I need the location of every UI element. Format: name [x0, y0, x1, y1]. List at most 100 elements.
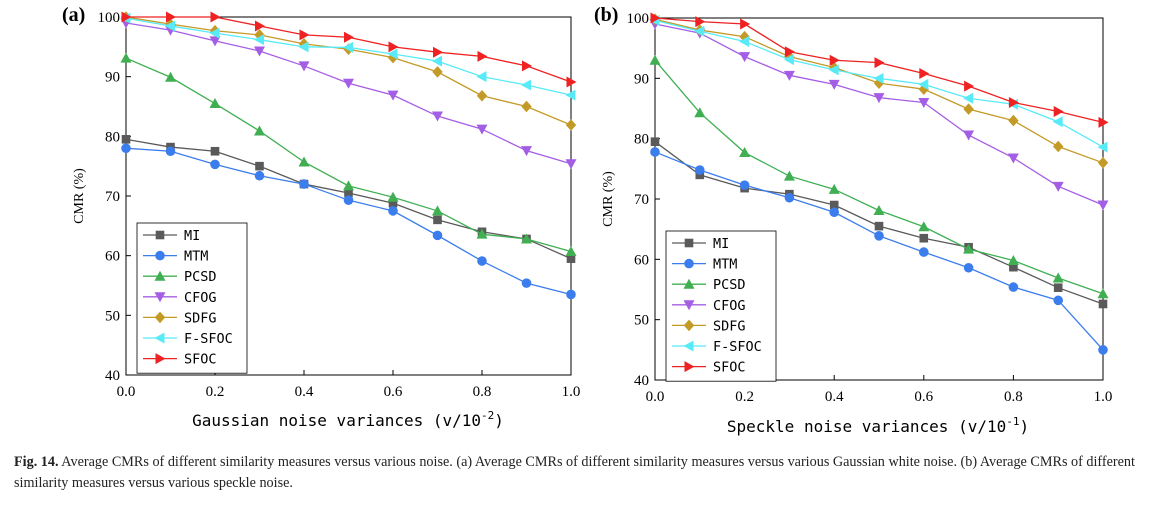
data-point — [476, 124, 488, 135]
data-point — [254, 46, 265, 57]
data-point — [121, 135, 131, 144]
data-point — [121, 11, 132, 23]
legend-label: F-SFOC — [713, 339, 762, 355]
data-point — [565, 89, 576, 101]
panel-label: (b) — [594, 4, 618, 26]
y-tick-label: 70 — [105, 189, 120, 205]
series-cfog — [120, 18, 577, 170]
data-point — [919, 247, 929, 257]
data-point — [387, 51, 399, 64]
data-point — [566, 76, 577, 88]
chart-panel-b: 0.0 0.2 0.4 0.6 0.8 1.0 40 50 60 70 80 90 100 (b) CMR … — [594, 4, 1112, 436]
legend-marker — [684, 258, 694, 269]
legend-marker — [154, 270, 166, 281]
data-point — [963, 243, 975, 254]
data-point — [829, 200, 839, 210]
data-point — [1008, 282, 1019, 292]
series-pcsd — [649, 54, 1109, 299]
data-point — [521, 278, 532, 288]
series-sdfg — [649, 13, 1109, 169]
y-tick-label: 40 — [634, 373, 649, 389]
data-point — [343, 195, 354, 205]
figure: 0.0 0.2 0.4 0.6 0.8 1.0 40 50 60 70 80 90 100 (a) CMR … — [62, 4, 1112, 436]
data-point — [1053, 106, 1064, 118]
series-sfoc — [121, 11, 577, 88]
data-point — [521, 146, 532, 157]
data-point — [165, 146, 176, 157]
data-point — [120, 52, 132, 63]
legend-box — [136, 222, 248, 374]
data-point — [874, 231, 884, 241]
series-mtm — [650, 147, 1108, 355]
data-point — [1009, 262, 1018, 272]
data-point — [695, 16, 706, 28]
data-point — [343, 180, 354, 191]
data-point — [829, 207, 839, 218]
data-point — [387, 48, 398, 60]
data-point — [874, 221, 884, 231]
legend: MI MTM PCSD CFOG SDFG F-SFOC SFOC — [665, 230, 777, 382]
data-point — [1097, 200, 1109, 211]
data-point — [255, 161, 264, 171]
data-point — [649, 54, 661, 65]
data-point — [1097, 141, 1108, 153]
y-tick-label: 90 — [105, 70, 120, 86]
data-point — [919, 233, 929, 243]
data-point — [1052, 181, 1064, 192]
data-point — [209, 27, 220, 39]
legend-marker — [154, 311, 166, 324]
y-tick-label: 50 — [634, 313, 649, 329]
data-point — [828, 64, 839, 76]
data-point — [783, 170, 795, 181]
caption-label: Fig. 14. — [14, 454, 59, 470]
data-point — [432, 66, 443, 78]
data-point — [874, 57, 885, 69]
data-point — [784, 46, 795, 58]
y-tick-label: 60 — [105, 249, 120, 265]
data-point — [298, 41, 309, 53]
series-sfoc — [650, 12, 1109, 128]
y-tick-label: 50 — [105, 308, 120, 324]
legend-label: MTM — [184, 249, 208, 265]
data-point — [1007, 255, 1019, 266]
legend-label: PCSD — [713, 277, 746, 293]
data-point — [299, 29, 310, 41]
data-point — [476, 89, 488, 102]
figure-caption: Fig. 14. Average CMRs of different simil… — [14, 452, 1164, 494]
y-tick-label: 70 — [634, 192, 649, 208]
data-point — [739, 36, 750, 48]
data-point — [1007, 153, 1019, 164]
x-tick-label: 0.4 — [825, 389, 844, 405]
x-tick-label: 0.0 — [117, 384, 136, 400]
data-point — [343, 78, 354, 89]
x-tick-label: 0.8 — [1004, 389, 1023, 405]
data-point — [121, 143, 131, 154]
data-point — [650, 12, 661, 24]
data-point — [254, 170, 265, 181]
legend-marker — [154, 292, 166, 303]
data-point — [343, 41, 353, 53]
data-point — [873, 72, 884, 84]
data-point — [522, 60, 532, 72]
data-point — [918, 83, 929, 95]
data-point — [1098, 299, 1108, 309]
data-point — [166, 11, 176, 23]
data-point — [963, 130, 975, 141]
series-mtm — [121, 143, 576, 300]
data-point — [432, 111, 443, 122]
chart-panel-a: 0.0 0.2 0.4 0.6 0.8 1.0 40 50 60 70 80 90 100 (a) CMR … — [62, 4, 580, 430]
data-point — [1052, 116, 1063, 128]
data-point — [476, 71, 487, 83]
x-tick-label: 0.6 — [384, 384, 403, 400]
data-point — [477, 50, 488, 62]
x-tick-label: 0.6 — [914, 389, 933, 405]
legend-marker — [155, 353, 166, 365]
data-point — [254, 34, 264, 46]
legend-label: F-SFOC — [184, 331, 233, 347]
data-point — [964, 80, 975, 92]
data-point — [477, 256, 487, 266]
data-point — [829, 54, 840, 66]
data-point — [1053, 295, 1063, 306]
legend-box — [665, 230, 777, 382]
series-pcsd — [120, 52, 577, 256]
